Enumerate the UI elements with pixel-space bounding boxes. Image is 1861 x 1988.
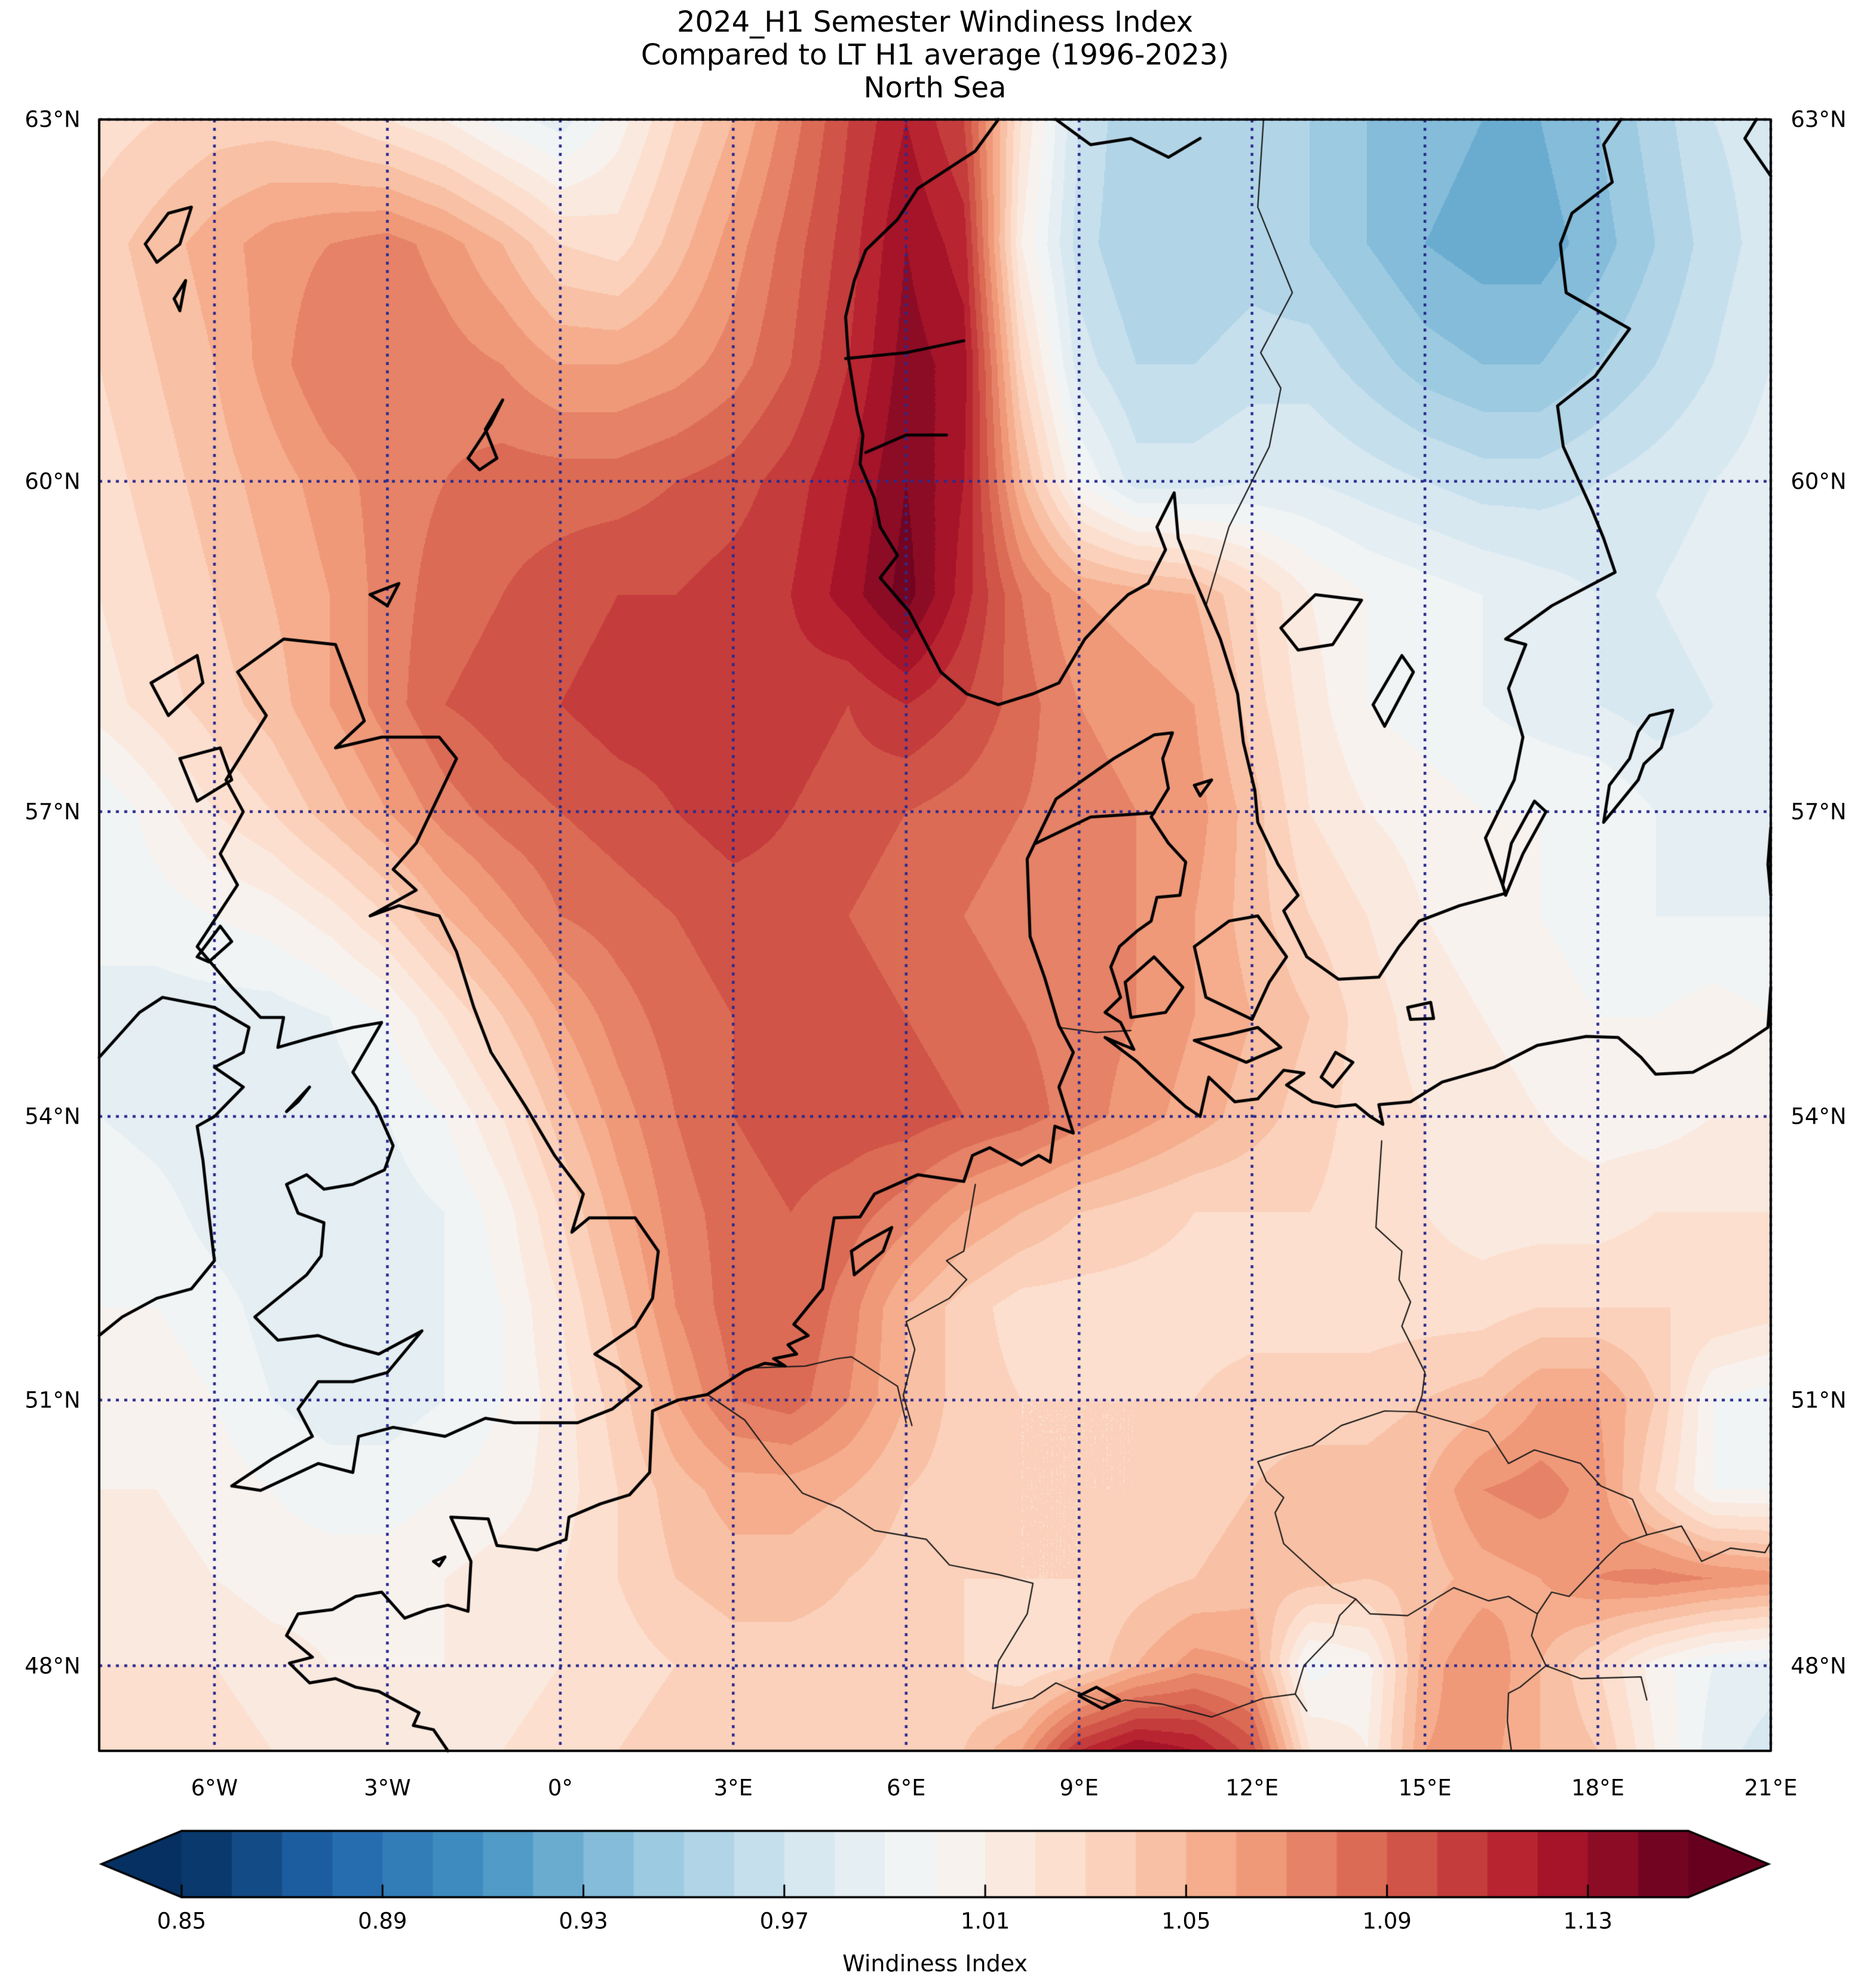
colorbar-tick-0.93: 0.93: [559, 1908, 608, 1934]
lat-tick-right-60°N: 60°N: [1791, 468, 1847, 495]
lon-tick-21°E: 21°E: [1744, 1775, 1798, 1801]
lon-tick-9°E: 9°E: [1059, 1775, 1099, 1801]
title-line-2: Compared to LT H1 average (1996-2023): [640, 38, 1230, 72]
colorbar-tick-0.97: 0.97: [759, 1908, 809, 1934]
colorbar-tick-1.09: 1.09: [1362, 1908, 1412, 1934]
colorbar-tick-1.05: 1.05: [1161, 1908, 1211, 1934]
title-line-1: 2024_H1 Semester Windiness Index: [676, 5, 1194, 39]
lon-tick-0°: 0°: [547, 1775, 573, 1801]
lat-tick-left-48°N: 48°N: [24, 1653, 81, 1679]
lat-tick-right-57°N: 57°N: [1791, 799, 1847, 825]
lat-tick-right-51°N: 51°N: [1791, 1387, 1847, 1413]
lat-tick-right-63°N: 63°N: [1791, 106, 1847, 133]
colorbar-tick-1.01: 1.01: [960, 1908, 1010, 1934]
lat-tick-left-54°N: 54°N: [24, 1103, 81, 1130]
colorbar-axis-label: Windiness Index: [842, 1950, 1028, 1977]
lon-tick-6°W: 6°W: [191, 1775, 238, 1801]
lat-tick-left-60°N: 60°N: [24, 468, 81, 495]
lat-tick-left-57°N: 57°N: [24, 799, 81, 825]
lon-tick-15°E: 15°E: [1398, 1775, 1452, 1801]
lat-tick-left-63°N: 63°N: [24, 106, 81, 133]
lat-tick-right-48°N: 48°N: [1791, 1653, 1847, 1679]
lon-tick-18°E: 18°E: [1571, 1775, 1625, 1801]
lon-tick-6°E: 6°E: [887, 1775, 926, 1801]
lon-tick-3°W: 3°W: [364, 1775, 411, 1801]
lat-tick-left-51°N: 51°N: [24, 1387, 81, 1413]
lat-tick-right-54°N: 54°N: [1791, 1103, 1847, 1130]
lon-tick-12°E: 12°E: [1225, 1775, 1279, 1801]
lon-tick-3°E: 3°E: [713, 1775, 753, 1801]
figure-title: 2024_H1 Semester Windiness Index Compare…: [641, 6, 1229, 105]
colorbar-tick-1.13: 1.13: [1563, 1908, 1613, 1934]
colorbar-tick-0.85: 0.85: [157, 1908, 207, 1934]
colorbar-tick-0.89: 0.89: [358, 1908, 407, 1934]
title-line-3: North Sea: [863, 71, 1007, 105]
